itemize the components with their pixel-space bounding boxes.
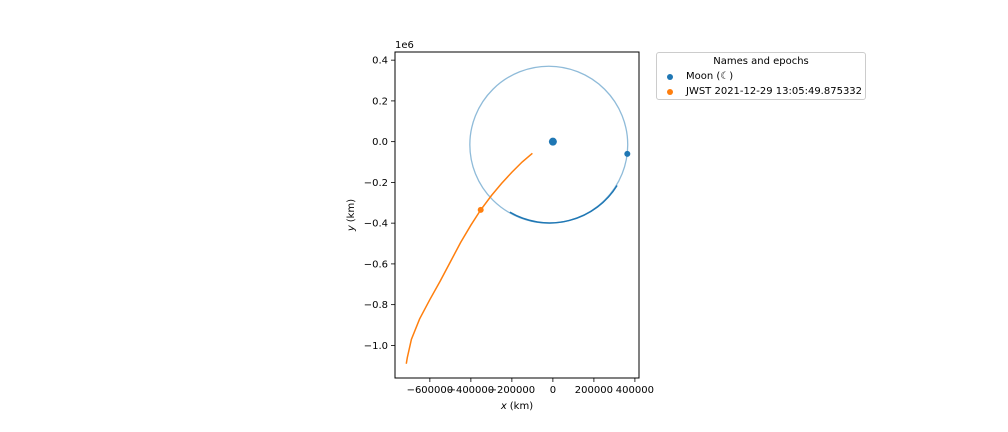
x-tick-label: −400000 [448, 385, 495, 396]
y-axis-ticks: −1.0 −0.8 −0.6 −0.4 −0.2 0.0 0.2 0.4 [364, 56, 395, 352]
x-axis-label-unit: (km) [510, 401, 533, 412]
moon-orbit-ring [469, 65, 629, 224]
x-tick-label: 400000 [616, 385, 654, 396]
legend-entry-jwst: JWST 2021-12-29 13:05:49.875332 [657, 84, 865, 99]
legend-marker-jwst [667, 88, 673, 95]
moon-position-marker [624, 150, 631, 157]
plot-content [405, 65, 631, 364]
attractor-point [548, 137, 557, 146]
legend-label-jwst: JWST 2021-12-29 13:05:49.875332 [686, 86, 863, 97]
y-tick-label: 0.2 [372, 96, 388, 107]
legend-title: Names and epochs [713, 56, 809, 67]
x-tick-label: 0 [550, 385, 556, 396]
x-axis-label: x (km) [500, 401, 533, 412]
y-axis-label: y (km) [346, 199, 357, 232]
x-tick-label: −200000 [489, 385, 536, 396]
y-tick-label: −0.6 [364, 259, 388, 270]
legend-marker-moon [667, 73, 673, 80]
x-tick-label: −600000 [407, 385, 454, 396]
y-tick-label: 0.0 [372, 137, 388, 148]
y-tick-label: −1.0 [364, 341, 388, 352]
y-tick-label: 0.4 [372, 56, 388, 67]
axes-frame [394, 51, 640, 379]
jwst-trajectory [405, 152, 533, 364]
y-tick-label: −0.2 [364, 178, 388, 189]
y-axis-label-unit: (km) [346, 199, 357, 222]
legend-entry-moon: Moon (☾) [657, 69, 865, 84]
y-axis-label-var: y [346, 224, 357, 232]
y-tick-label: −0.4 [364, 219, 388, 230]
x-tick-label: 200000 [575, 385, 613, 396]
x-axis-label-var: x [500, 401, 507, 412]
legend: Names and epochs Moon (☾) JWST 2021-12-2… [656, 52, 866, 100]
moon-orbit-trail [509, 185, 618, 224]
x-axis-ticks: −600000−400000−200000 0 200000 400000 [407, 378, 654, 396]
y-tick-label: −0.8 [364, 300, 388, 311]
legend-label-moon: Moon (☾) [686, 71, 734, 82]
jwst-position-marker [477, 206, 484, 213]
y-axis-offset-text: 1e6 [395, 40, 414, 51]
